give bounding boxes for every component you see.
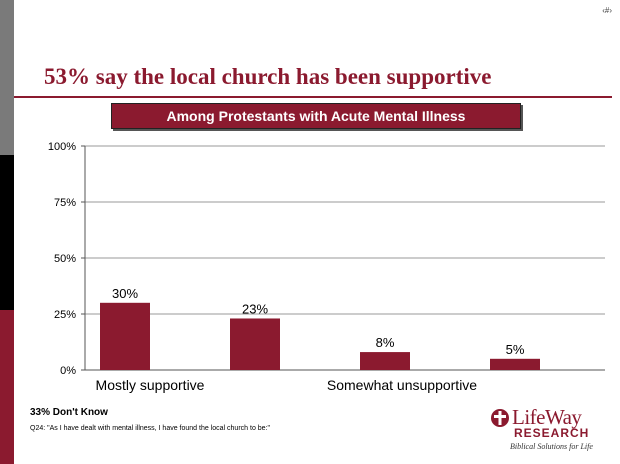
bar [490,358,540,370]
bar [360,352,410,370]
y-tick-label: 75% [54,197,76,209]
y-tick-label: 0% [60,365,76,377]
sidebar-black-block [0,155,14,310]
bar [100,302,150,370]
grid-layer [81,145,605,371]
logo-name: LifeWay [512,405,582,429]
question-text: Q24: "As I have dealt with mental illnes… [30,425,270,432]
sidebar-red-block [0,310,14,464]
data-label: 23% [242,301,268,316]
lifeway-research-logo: LifeWay RESEARCH Biblical Solutions for … [490,405,602,457]
slide-title: 53% say the local church has been suppor… [44,64,492,89]
logo-tagline: Biblical Solutions for Life [510,442,593,451]
data-label: 5% [506,342,525,357]
sidebar-grey-block [0,0,14,155]
data-label: 30% [112,286,138,301]
data-label: 8% [376,335,395,350]
bar [230,318,280,370]
title-underline [14,96,612,98]
slide-number: ‹#› [602,6,612,15]
x-category-label: Mostly supportive [96,377,205,393]
y-tick-label: 50% [54,253,76,265]
bar-layer [100,302,540,370]
x-category-label: Somewhat unsupportive [327,377,477,393]
label-layer: 0% 25% 50% 75% 100% 30% 23% 8% 5% Mostly supporti… [48,141,525,393]
y-tick-label: 25% [54,309,76,321]
decorative-sidebar [0,0,14,464]
dont-know-note: 33% Don't Know [30,407,108,418]
chart-subtitle: Among Protestants with Acute Mental Illn… [111,103,521,129]
y-tick-label: 100% [48,141,76,153]
logo-research: RESEARCH [514,426,590,440]
cross-emblem-icon [491,409,509,427]
